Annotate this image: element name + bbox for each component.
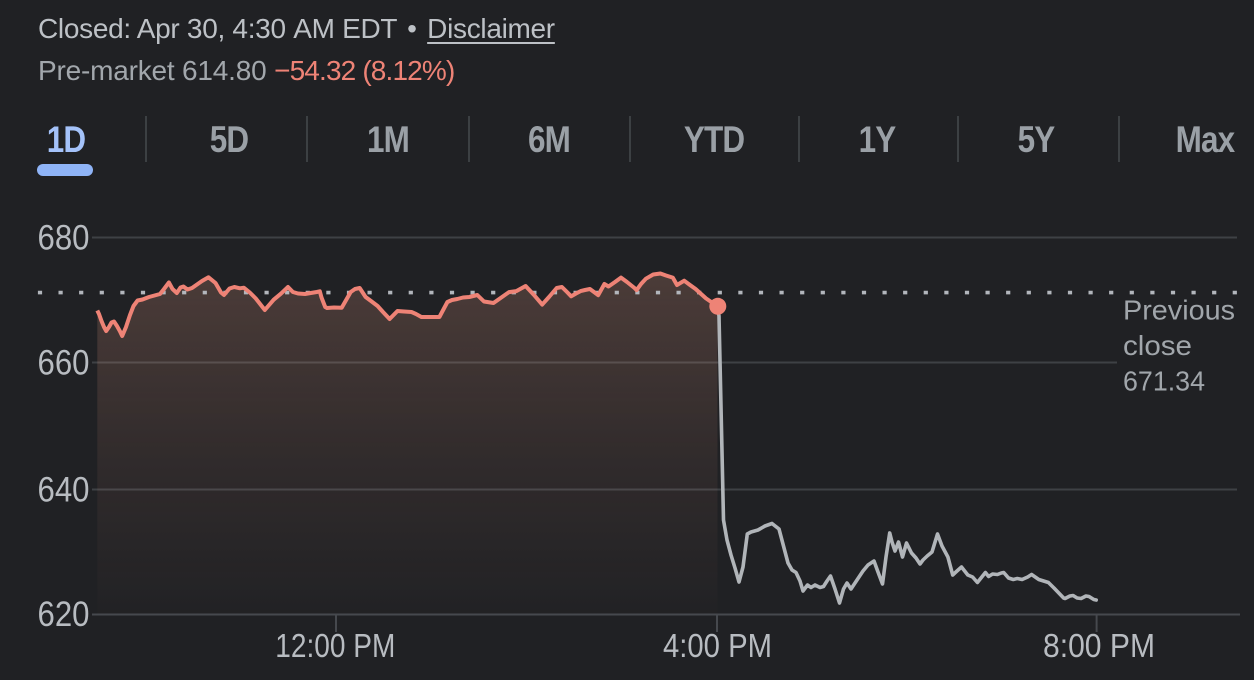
svg-text:640: 640 bbox=[38, 471, 90, 510]
svg-text:8:00 PM: 8:00 PM bbox=[1043, 627, 1155, 664]
svg-text:close: close bbox=[1123, 330, 1192, 361]
svg-text:660: 660 bbox=[38, 344, 90, 383]
svg-text:680: 680 bbox=[38, 219, 90, 258]
svg-text:12:00 PM: 12:00 PM bbox=[275, 627, 395, 664]
svg-text:620: 620 bbox=[38, 595, 90, 634]
svg-text:671.34: 671.34 bbox=[1123, 366, 1205, 397]
svg-text:Previous: Previous bbox=[1123, 295, 1235, 326]
svg-text:4:00 PM: 4:00 PM bbox=[663, 627, 772, 664]
